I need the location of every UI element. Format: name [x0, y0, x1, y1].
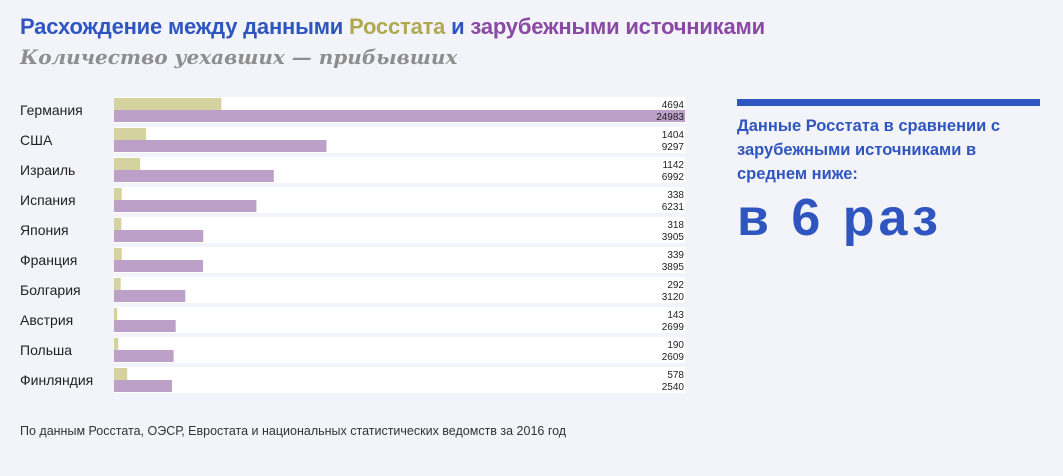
row-background [114, 217, 685, 243]
value-label-foreign: 2609 [662, 352, 685, 363]
category-label: Польша [20, 342, 72, 358]
bar-foreign [114, 110, 685, 122]
category-label: Финляндия [20, 372, 93, 388]
value-label-rosstat: 143 [667, 310, 684, 321]
category-label: Испания [20, 192, 76, 208]
title-part-3: и [445, 14, 471, 39]
row-background [114, 337, 685, 363]
value-label-rosstat: 339 [667, 250, 684, 261]
bar-rosstat [114, 278, 121, 290]
title-part-1: Расхождение между данными [20, 14, 350, 39]
row-background [114, 367, 685, 393]
bar-foreign [114, 260, 204, 272]
value-label-rosstat: 578 [667, 370, 684, 381]
category-label: Австрия [20, 312, 73, 328]
source-note: По данным Росстата, ОЭСР, Евростата и на… [20, 424, 567, 438]
value-label-foreign: 24983 [656, 112, 684, 123]
value-label-foreign: 6231 [662, 202, 685, 213]
bar-foreign [114, 320, 176, 332]
value-label-foreign: 3120 [662, 292, 685, 303]
bar-rosstat [114, 248, 122, 260]
bar-rosstat [114, 98, 222, 110]
category-label: Франция [20, 252, 77, 268]
value-label-foreign: 2699 [662, 322, 685, 333]
value-label-rosstat: 338 [667, 190, 684, 201]
category-label: Япония [20, 222, 69, 238]
value-label-foreign: 2540 [662, 382, 685, 393]
value-label-foreign: 3905 [662, 232, 685, 243]
callout-big-number: в 6 раз [737, 189, 942, 247]
category-label: Израиль [20, 162, 75, 178]
bar-foreign [114, 140, 327, 152]
title-part-rosstat: Росстата [349, 14, 446, 39]
value-label-rosstat: 4694 [662, 100, 685, 111]
chart-title: Расхождение между данными Росстата и зар… [20, 14, 765, 40]
category-label: Германия [20, 102, 83, 118]
bar-foreign [114, 380, 173, 392]
bar-foreign [114, 170, 274, 182]
row-background [114, 247, 685, 273]
bar-rosstat [114, 338, 119, 350]
callout-text: Данные Росстата в сравнении с зарубежным… [737, 117, 1001, 183]
value-label-rosstat: 318 [667, 220, 684, 231]
value-label-foreign: 9297 [662, 142, 685, 153]
bar-rosstat [114, 368, 128, 380]
row-background [114, 277, 685, 303]
value-label-rosstat: 1404 [662, 130, 685, 141]
value-label-rosstat: 292 [667, 280, 684, 291]
bar-foreign [114, 200, 257, 212]
row-background [114, 307, 685, 333]
bar-rosstat [114, 308, 118, 320]
bar-rosstat [114, 158, 141, 170]
value-label-foreign: 6992 [662, 172, 685, 183]
value-label-rosstat: 190 [667, 340, 684, 351]
chart-subtitle: Количество уехавших — прибывших [20, 45, 458, 69]
category-label: США [20, 132, 53, 148]
bar-foreign [114, 350, 174, 362]
category-label: Болгария [20, 282, 81, 298]
value-label-rosstat: 1142 [662, 160, 684, 171]
bar-foreign [114, 230, 204, 242]
callout-accent-bar [737, 99, 1040, 106]
bar-rosstat [114, 128, 147, 140]
title-part-foreign: зарубежными источниками [470, 14, 765, 39]
value-label-foreign: 3895 [662, 262, 685, 273]
bar-foreign [114, 290, 186, 302]
bar-rosstat [114, 188, 122, 200]
bar-rosstat [114, 218, 122, 230]
